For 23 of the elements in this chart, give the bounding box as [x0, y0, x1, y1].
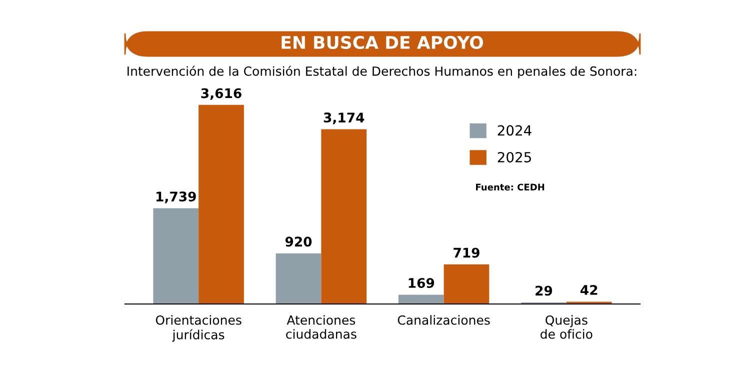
data-label: 1,739 [156, 192, 196, 204]
data-label: 719 [454, 248, 480, 258]
bar [444, 264, 490, 304]
data-label: 920 [285, 236, 312, 247]
data-label: 3,616 [201, 88, 242, 100]
x-tick-label: Quejas de oficio [540, 315, 592, 339]
x-tick-label: Canalizaciones [398, 315, 490, 325]
annotation: Fuente: CEDH [476, 184, 544, 191]
bar [321, 129, 367, 304]
data-label: 169 [408, 278, 434, 288]
chart-title: EN BUSCA DE APOYO [282, 36, 484, 50]
legend-label: 2025 [498, 152, 531, 162]
bar [198, 104, 244, 304]
bar [276, 253, 322, 304]
bar [398, 294, 444, 304]
data-label: 29 [536, 286, 552, 296]
data-label: 42 [580, 284, 598, 295]
bar [153, 208, 199, 304]
chart-subtitle: Intervención de la Comisión Estatal de Derechos Humanos en penales de Sonora: [128, 66, 636, 78]
x-tick-label: Orientaciones jurídicas [156, 315, 242, 342]
data-label: 3,174 [324, 112, 364, 124]
legend-label: 2024 [498, 125, 532, 136]
x-tick-label: Atenciones ciudadanas [286, 315, 356, 339]
